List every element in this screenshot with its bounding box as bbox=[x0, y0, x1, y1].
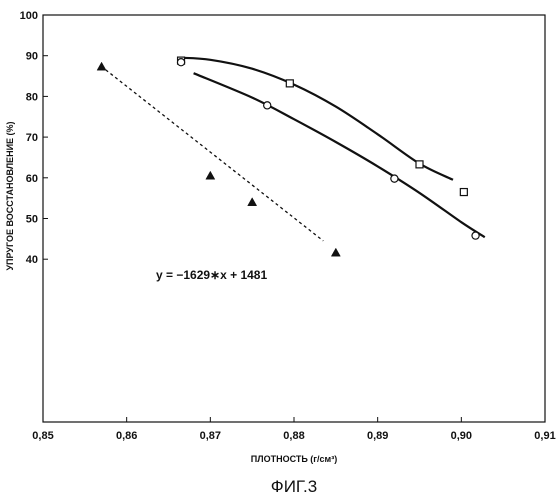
x-tick-label: 0,86 bbox=[116, 430, 137, 442]
square-marker bbox=[286, 80, 293, 87]
y-tick-label: 80 bbox=[26, 91, 38, 103]
y-tick-label: 60 bbox=[26, 173, 38, 185]
x-tick-label: 0,91 bbox=[534, 430, 555, 442]
triangle-marker bbox=[97, 62, 106, 70]
plot-frame bbox=[43, 15, 545, 422]
square-marker bbox=[416, 161, 423, 168]
y-tick-label: 90 bbox=[26, 51, 38, 63]
x-tick-label: 0,85 bbox=[32, 430, 53, 442]
x-tick-label: 0,89 bbox=[367, 430, 388, 442]
triangle-marker bbox=[248, 198, 257, 206]
circle-marker bbox=[264, 102, 271, 109]
triangle-marker bbox=[206, 171, 215, 179]
x-tick-label: 0,87 bbox=[200, 430, 221, 442]
triangle-marker bbox=[331, 248, 340, 256]
circle-marker bbox=[472, 232, 479, 239]
x-tick-label: 0,88 bbox=[283, 430, 304, 442]
y-tick-label: 70 bbox=[26, 132, 38, 144]
y-axis-label: УПРУГОЕ ВОССТАНОВЛЕНИЕ (%) bbox=[5, 121, 15, 270]
circle-marker bbox=[177, 59, 184, 66]
y-tick-label: 40 bbox=[26, 254, 38, 266]
circle-series-curve bbox=[194, 73, 485, 237]
y-tick-label: 50 bbox=[26, 214, 38, 226]
square-marker bbox=[460, 189, 467, 196]
y-axis-ticks: 40 50 60 70 80 90 100 bbox=[20, 10, 48, 266]
x-tick-label: 0,90 bbox=[451, 430, 472, 442]
x-axis-label: ПЛОТНОСТЬ (г/см³) bbox=[251, 454, 337, 464]
circle-marker bbox=[391, 175, 398, 182]
square-series-curve bbox=[179, 58, 453, 180]
fit-curves bbox=[106, 58, 485, 241]
x-axis-ticks: 0,85 0,86 0,87 0,88 0,89 0,90 0,91 bbox=[32, 417, 555, 442]
data-markers bbox=[97, 57, 479, 256]
figure-caption: ФИГ.3 bbox=[271, 477, 317, 496]
y-tick-label: 100 bbox=[20, 10, 38, 22]
triangle-series-curve bbox=[106, 70, 323, 241]
annotation-equation: y = −1629∗x + 1481 bbox=[156, 268, 267, 282]
